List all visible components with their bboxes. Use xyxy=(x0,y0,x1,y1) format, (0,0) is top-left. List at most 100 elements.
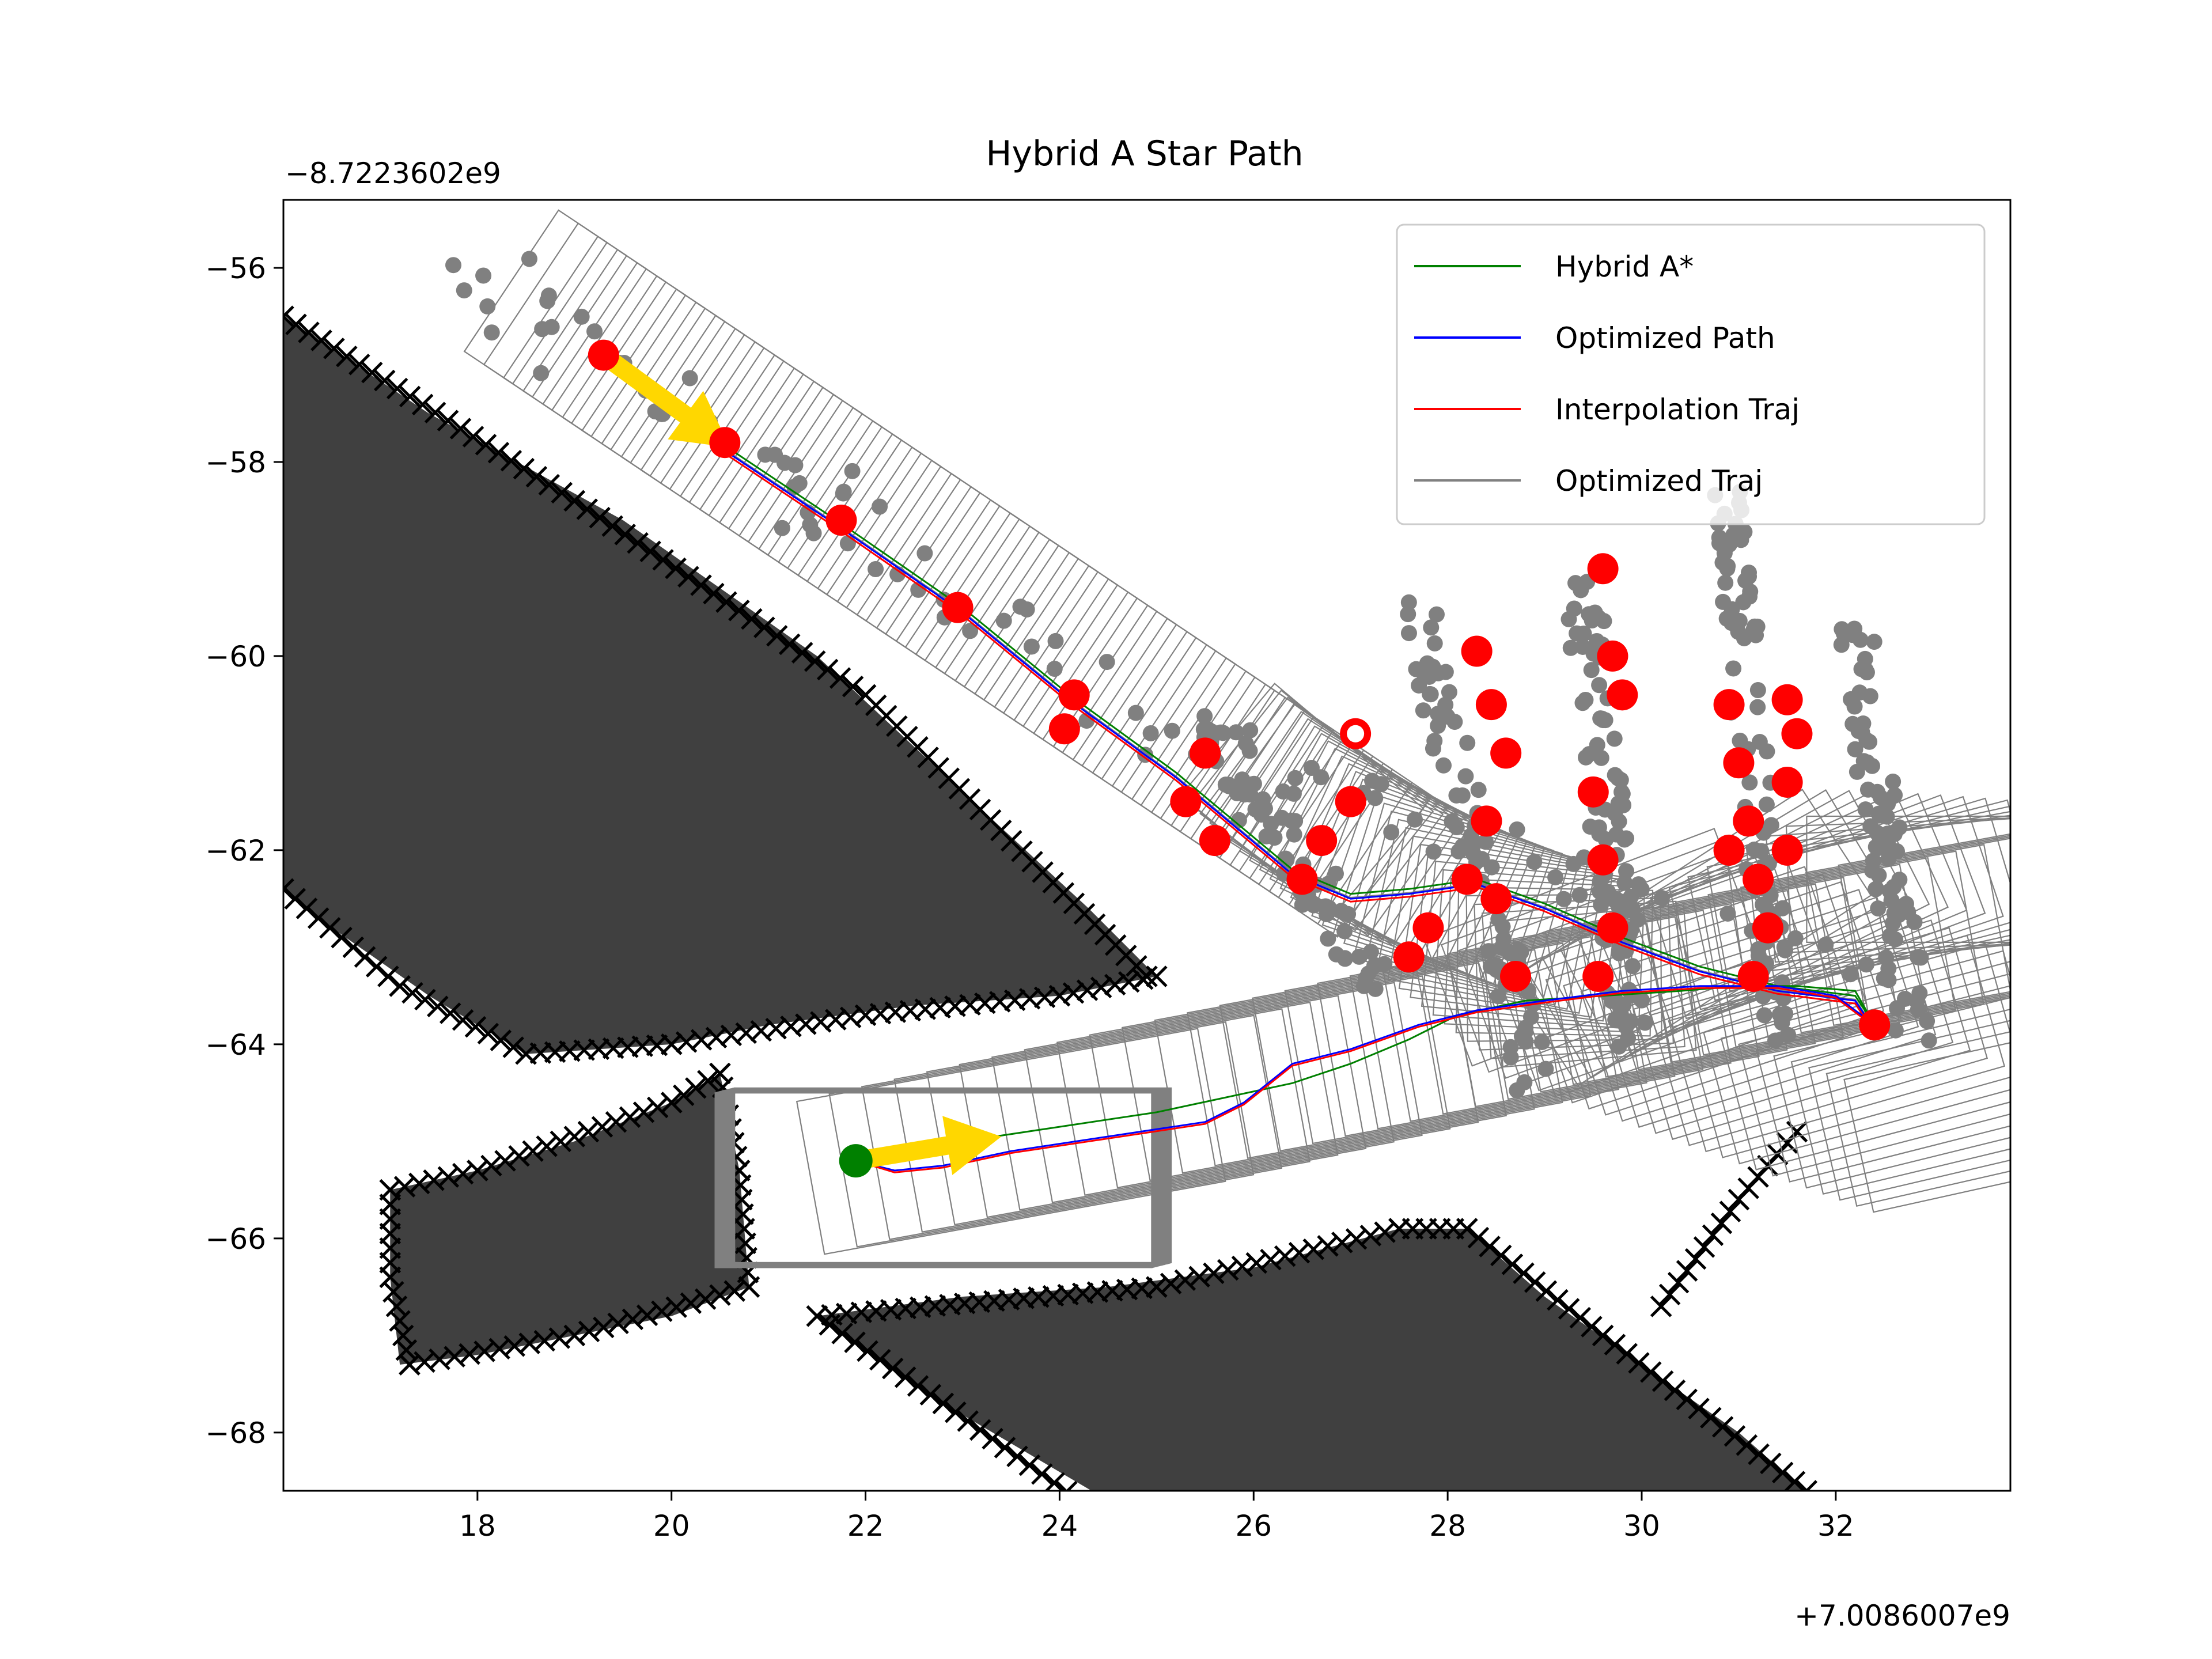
sample-point xyxy=(1855,715,1872,732)
vehicle-footprint xyxy=(1545,881,1885,1110)
obstacle-boundary-cross xyxy=(738,1276,760,1298)
obstacle-boundary-cross xyxy=(1524,1271,1546,1293)
obstacle-boundary-cross xyxy=(1501,1253,1524,1275)
obstacle-boundary-cross xyxy=(919,1384,942,1406)
sample-point xyxy=(1407,811,1423,828)
sample-point xyxy=(802,517,819,533)
vehicle-footprint xyxy=(1785,817,2010,953)
obstacle-boundary-cross xyxy=(806,1305,828,1327)
vehicle-footprint xyxy=(1668,799,2010,1010)
vehicle-footprint xyxy=(1170,683,1315,859)
sample-point xyxy=(1817,937,1834,953)
obstacle-boundary-cross xyxy=(1558,1298,1580,1320)
obstacle-boundary-cross xyxy=(672,1084,695,1107)
obstacle-boundary-cross xyxy=(665,1296,687,1319)
waypoint-marker xyxy=(1582,960,1614,992)
vehicle-footprint xyxy=(1300,771,1537,980)
sample-point xyxy=(1723,615,1740,631)
obstacle-boundary-cross xyxy=(1231,1255,1253,1278)
obstacle-boundary-cross xyxy=(1771,1461,1794,1484)
sample-point xyxy=(1583,662,1600,679)
sample-point xyxy=(872,498,888,515)
x-tick-label: 20 xyxy=(653,1509,690,1543)
sample-point xyxy=(1721,536,1738,553)
waypoint-marker xyxy=(1752,912,1783,944)
vehicle-footprint xyxy=(1687,805,2010,1001)
waypoint-marker xyxy=(1471,805,1502,837)
sample-point xyxy=(1432,707,1449,724)
obstacle-boundary-cross xyxy=(1203,1262,1225,1285)
sample-point xyxy=(1480,943,1497,960)
obstacle-boundary-cross xyxy=(1760,1452,1782,1475)
sample-point xyxy=(1634,992,1650,1009)
sample-point xyxy=(1872,789,1889,806)
vehicle-footprint xyxy=(1013,578,1158,753)
obstacle-boundary-cross xyxy=(427,995,449,1017)
sample-point xyxy=(1889,1000,1906,1017)
sample-point xyxy=(540,287,557,304)
obstacle-boundary-cross xyxy=(857,1340,878,1362)
obstacle-boundary-cross xyxy=(709,1284,731,1306)
vehicle-footprint xyxy=(1317,922,1676,1137)
waypoint-marker xyxy=(1170,786,1202,817)
sample-point xyxy=(1758,796,1775,813)
obstacle-boundary-cross xyxy=(1374,1221,1396,1243)
vehicle-footprint xyxy=(718,1091,1156,1267)
heading-arrow xyxy=(854,1116,1002,1175)
sample-point xyxy=(1474,851,1490,868)
obstacle-boundary-cross xyxy=(593,1316,615,1339)
sample-point xyxy=(1241,743,1258,759)
obstacle-boundary-cross xyxy=(957,1410,979,1432)
sample-point xyxy=(1847,741,1863,757)
obstacle-boundary-cross xyxy=(804,650,826,672)
obstacle-boundary-cross xyxy=(1018,1454,1041,1476)
sample-point xyxy=(1195,721,1212,738)
sample-point xyxy=(1415,702,1431,719)
obstacle-boundary-cross xyxy=(323,338,345,359)
optimized-path-line xyxy=(603,359,1876,1031)
sample-point xyxy=(1578,749,1594,766)
sample-point xyxy=(1411,677,1427,694)
obstacle-boundary-cross xyxy=(1667,1271,1690,1294)
sample-point xyxy=(1494,939,1510,956)
sample-point xyxy=(1423,619,1440,636)
obstacle-boundary-cross xyxy=(651,1300,673,1323)
sample-point xyxy=(910,581,927,598)
sample-point xyxy=(1618,1018,1634,1035)
sample-point xyxy=(1887,931,1904,948)
vehicle-footprint xyxy=(719,1090,1158,1267)
sample-point xyxy=(1258,828,1275,844)
sample-point xyxy=(1600,883,1616,900)
obstacle-boundary-cross xyxy=(508,1145,530,1167)
sample-point xyxy=(1919,1013,1936,1029)
obstacle-boundary-cross xyxy=(1288,1241,1310,1264)
obstacle-boundary-cross xyxy=(982,1427,1003,1450)
vehicle-footprint xyxy=(601,301,745,477)
vehicle-footprint xyxy=(1052,604,1197,780)
waypoint-marker xyxy=(1058,679,1090,711)
obstacle-boundary-cross xyxy=(589,506,611,529)
obstacle-boundary-cross xyxy=(1513,1262,1535,1285)
waypoint-marker xyxy=(1451,863,1483,895)
sample-point xyxy=(1228,724,1244,741)
obstacle-boundary-cross xyxy=(386,377,408,400)
obstacle-boundary-cross xyxy=(563,1126,586,1147)
sample-point xyxy=(1313,769,1330,786)
sample-point xyxy=(1221,778,1237,794)
sample-point xyxy=(1774,900,1791,916)
sample-point xyxy=(1846,698,1863,715)
sample-point xyxy=(1858,664,1875,681)
sample-point xyxy=(1490,988,1506,1005)
sample-point xyxy=(1263,816,1279,832)
obstacle-boundary-cross xyxy=(1711,1416,1734,1438)
obstacle-boundary-cross xyxy=(452,1009,474,1031)
obstacle-boundary-cross xyxy=(1174,1269,1196,1291)
vehicle-footprint xyxy=(1072,618,1217,793)
sample-point xyxy=(844,463,861,479)
sample-point xyxy=(1441,684,1457,700)
sample-point xyxy=(1777,942,1794,959)
y-tick-label: −62 xyxy=(205,834,266,868)
plot-frame xyxy=(282,199,2012,1492)
obstacle-boundary-cross xyxy=(665,557,687,579)
vehicle-footprint xyxy=(721,1090,1160,1267)
